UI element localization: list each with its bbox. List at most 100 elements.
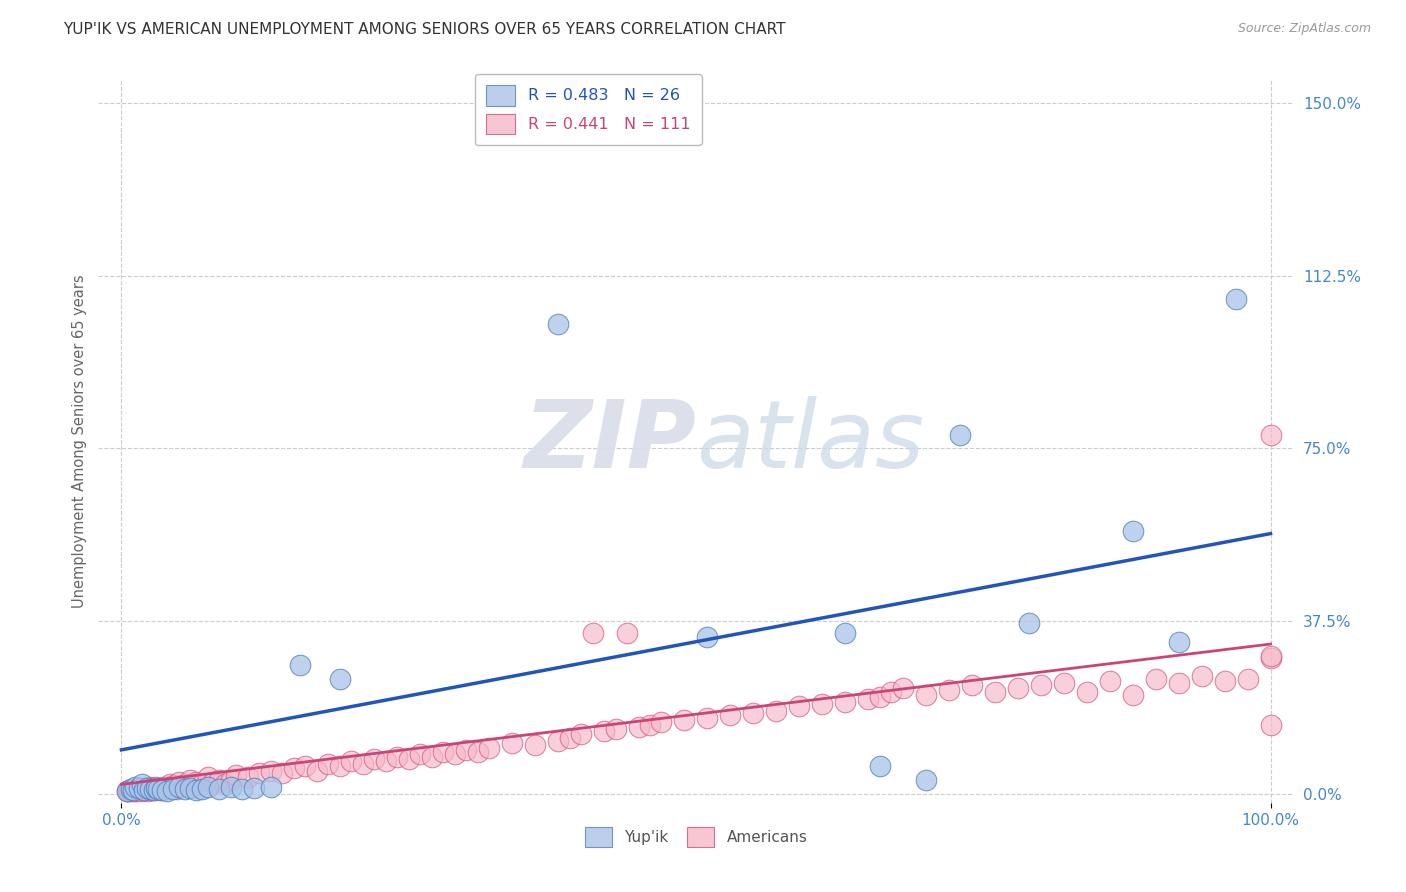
Point <box>869 690 891 704</box>
Point <box>1098 673 1121 688</box>
Point <box>179 772 201 787</box>
Point <box>1018 616 1040 631</box>
Point <box>869 759 891 773</box>
Point <box>949 427 972 442</box>
Point <box>340 755 363 769</box>
Point <box>139 782 162 797</box>
Point <box>363 752 385 766</box>
Point <box>138 780 160 794</box>
Point <box>329 672 352 686</box>
Point <box>467 745 489 759</box>
Point <box>938 683 960 698</box>
Point <box>149 783 172 797</box>
Point <box>352 756 374 771</box>
Point <box>173 782 195 797</box>
Point <box>650 715 672 730</box>
Point <box>960 678 983 692</box>
Point <box>135 780 157 795</box>
Point <box>834 625 856 640</box>
Point <box>191 777 214 791</box>
Point <box>478 740 501 755</box>
Point <box>197 771 219 785</box>
Point <box>128 783 150 797</box>
Point <box>125 782 148 797</box>
Point <box>1076 685 1098 699</box>
Point <box>122 783 145 797</box>
Point <box>121 783 143 797</box>
Point <box>122 782 145 797</box>
Point <box>409 747 432 762</box>
Point <box>811 697 834 711</box>
Point <box>1053 676 1076 690</box>
Point <box>208 772 231 787</box>
Point <box>141 782 163 797</box>
Point <box>136 784 159 798</box>
Point <box>547 733 569 747</box>
Point <box>1144 672 1167 686</box>
Point <box>443 747 465 762</box>
Point <box>142 783 165 797</box>
Point <box>696 630 718 644</box>
Point <box>184 783 207 797</box>
Point <box>765 704 787 718</box>
Text: atlas: atlas <box>696 396 924 487</box>
Point <box>914 688 936 702</box>
Point <box>142 783 165 797</box>
Point <box>152 780 174 794</box>
Text: YUP'IK VS AMERICAN UNEMPLOYMENT AMONG SENIORS OVER 65 YEARS CORRELATION CHART: YUP'IK VS AMERICAN UNEMPLOYMENT AMONG SE… <box>63 22 786 37</box>
Point <box>247 765 270 780</box>
Point <box>581 625 603 640</box>
Point <box>132 782 155 797</box>
Point <box>124 783 146 797</box>
Point <box>153 782 176 797</box>
Point <box>1260 717 1282 731</box>
Point <box>558 731 581 746</box>
Point <box>167 780 190 794</box>
Point <box>118 783 141 797</box>
Point <box>145 782 167 797</box>
Point <box>120 784 142 798</box>
Point <box>374 755 396 769</box>
Point <box>129 780 152 795</box>
Point <box>501 736 523 750</box>
Point <box>288 657 311 672</box>
Point <box>127 784 149 798</box>
Point <box>150 783 173 797</box>
Point <box>128 780 150 795</box>
Point <box>1122 524 1144 539</box>
Point <box>1260 648 1282 663</box>
Point <box>173 777 195 791</box>
Point <box>148 782 170 797</box>
Point <box>120 782 142 797</box>
Point <box>789 699 811 714</box>
Y-axis label: Unemployment Among Seniors over 65 years: Unemployment Among Seniors over 65 years <box>72 275 87 608</box>
Legend: Yup'ik, Americans: Yup'ik, Americans <box>578 822 814 853</box>
Point <box>1225 292 1247 306</box>
Point <box>148 780 170 795</box>
Point <box>135 780 157 795</box>
Point <box>1167 676 1189 690</box>
Point <box>208 782 231 797</box>
Point <box>569 727 592 741</box>
Point <box>162 782 184 797</box>
Point <box>456 743 478 757</box>
Point <box>122 784 145 798</box>
Point <box>329 759 352 773</box>
Text: Source: ZipAtlas.com: Source: ZipAtlas.com <box>1237 22 1371 36</box>
Text: ZIP: ZIP <box>523 395 696 488</box>
Point <box>673 713 696 727</box>
Point <box>159 777 181 791</box>
Point <box>124 780 146 794</box>
Point <box>984 685 1007 699</box>
Point <box>202 775 225 789</box>
Point <box>141 780 163 795</box>
Point <box>197 780 219 794</box>
Point <box>231 782 253 797</box>
Point <box>1236 672 1258 686</box>
Point <box>260 764 283 778</box>
Point <box>156 780 179 794</box>
Point <box>696 711 718 725</box>
Point <box>131 784 153 798</box>
Point <box>891 681 914 695</box>
Point <box>145 780 167 795</box>
